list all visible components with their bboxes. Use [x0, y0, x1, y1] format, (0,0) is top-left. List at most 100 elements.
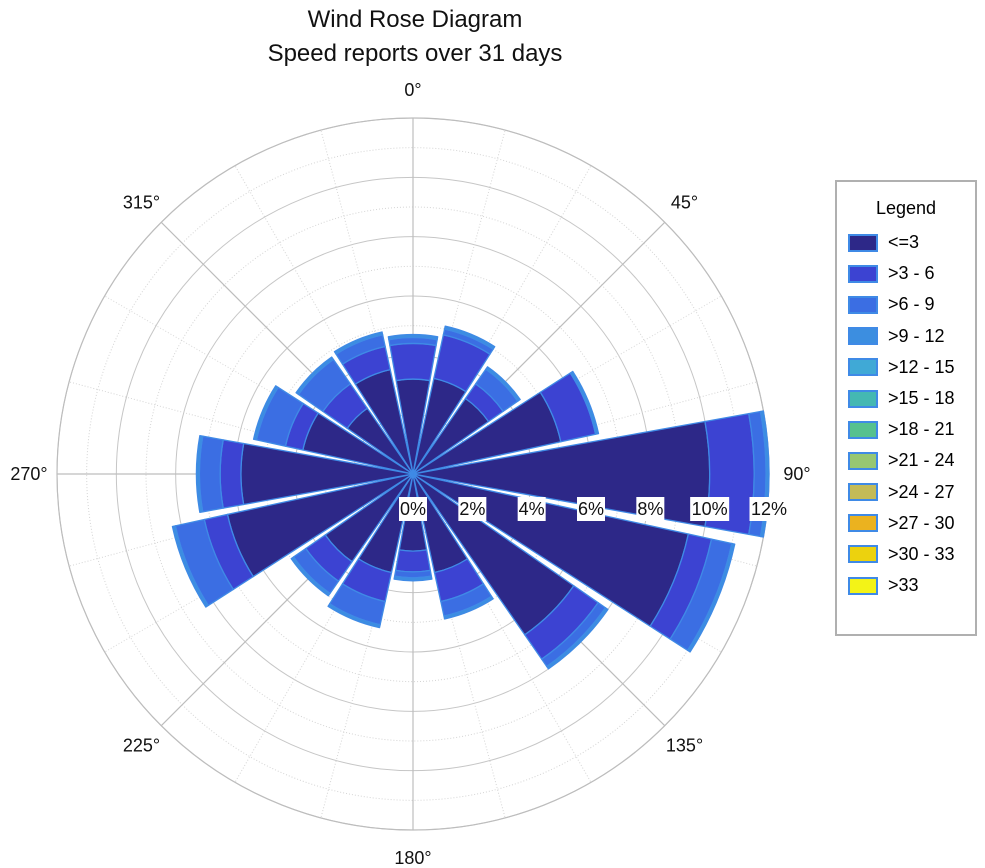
bar-segment-dir-22.5-series-3	[443, 325, 496, 350]
bar-segment-dir-180-series-1	[395, 549, 431, 573]
legend-items: <=3 >3 - 6 >6 - 9 >9 - 12 >12 - 15 >15 - 18 >1…	[837, 227, 975, 601]
legend-swatch	[848, 295, 878, 314]
legend-label: >21 - 24	[888, 450, 955, 471]
legend-item: >12 - 15	[837, 352, 975, 383]
bar-segment-dir-0-series-1	[389, 342, 437, 382]
bar-segment-dir-292.5-series-3	[252, 385, 279, 441]
bar-segment-dir-180-series-3	[393, 575, 433, 582]
legend-label: <=3	[888, 232, 920, 253]
legend-label: >27 - 30	[888, 512, 955, 533]
legend-swatch	[848, 389, 878, 408]
grid-spoke-minor	[412, 165, 592, 475]
angle-tick-label: 45°	[671, 192, 698, 212]
radial-tick-label-bg	[517, 497, 546, 521]
legend-item: >33	[837, 570, 975, 601]
angle-tick-label: 315°	[123, 192, 160, 212]
grid-spoke-minor	[320, 130, 414, 475]
grid-spoke-minor	[104, 295, 414, 475]
radial-tick-label-group: 2%	[458, 497, 487, 521]
legend-label: >6 - 9	[888, 294, 935, 315]
radial-tick-label-group: 6%	[577, 497, 605, 521]
legend-swatch	[848, 264, 878, 283]
legend-label: >12 - 15	[888, 356, 955, 377]
radial-tick-label-group: 4%	[517, 497, 546, 521]
radial-tick-label-bg	[458, 497, 487, 521]
chart-subtitle: Speed reports over 31 days	[267, 40, 563, 67]
grid-spoke-minor	[320, 473, 414, 818]
radial-tick-label: 4%	[519, 499, 545, 519]
bar-segment-dir-247.5-series-3	[171, 525, 209, 608]
grid-spoke-minor	[69, 381, 414, 475]
angle-tick-label: 135°	[666, 736, 703, 756]
grid-spoke-minor	[412, 473, 506, 818]
angle-tick-label: 0°	[404, 80, 421, 100]
legend-swatch	[848, 451, 878, 470]
legend-item: >3 - 6	[837, 258, 975, 289]
radial-tick-label-bg	[577, 497, 605, 521]
radial-tick-label: 2%	[459, 499, 485, 519]
bar-segment-dir-337.5-series-3	[333, 331, 384, 355]
radial-tick-label-bg	[636, 497, 665, 521]
legend-label: >24 - 27	[888, 481, 955, 502]
angle-tick-label: 180°	[394, 848, 431, 868]
legend-swatch	[848, 514, 878, 533]
legend-swatch	[848, 358, 878, 377]
bar-segment-dir-270-series-1	[219, 439, 245, 509]
radial-tick-label-group: 8%	[636, 497, 665, 521]
legend-label: >33	[888, 575, 919, 596]
legend-item: >30 - 33	[837, 539, 975, 570]
axis-labels: 0° 45° 90° 135° 180° 225° 270° 315° 0% 2% 4% 6% 8% 10…	[10, 80, 810, 868]
grid-spoke-minor	[234, 165, 414, 475]
bar-segment-dir-112.5-series-3	[686, 542, 736, 653]
legend-swatch	[848, 420, 878, 439]
bar-segment-dir-0-series-3	[387, 333, 439, 341]
radial-tick-label-group: 10%	[690, 497, 730, 521]
bar-segment-dir-315-series-3	[295, 356, 335, 396]
radial-tick-label: 6%	[578, 499, 604, 519]
legend-label: >3 - 6	[888, 263, 935, 284]
legend-item: >21 - 24	[837, 445, 975, 476]
chart-title: Wind Rose Diagram	[307, 6, 523, 33]
angle-tick-label: 225°	[123, 736, 160, 756]
grid-spoke-minor	[412, 473, 592, 783]
legend-label: >15 - 18	[888, 388, 955, 409]
radial-tick-label: 12%	[751, 499, 787, 519]
radial-tick-label-bg	[399, 497, 427, 521]
radial-tick-label: 0%	[400, 499, 426, 519]
radial-tick-label-bg	[749, 497, 789, 521]
bar-segment-dir-135-series-3	[546, 607, 609, 670]
radial-tick-label-group: 12%	[749, 497, 789, 521]
bar-segment-dir-157.5-series-3	[443, 595, 494, 620]
legend: Legend <=3 >3 - 6 >6 - 9 >9 - 12 >12 - 15 >15…	[835, 180, 977, 636]
legend-item: >24 - 27	[837, 477, 975, 508]
legend-item: >15 - 18	[837, 383, 975, 414]
legend-swatch	[848, 327, 878, 346]
angle-tick-label: 90°	[783, 464, 810, 484]
bar-segment-dir-202.5-series-3	[327, 603, 381, 629]
wind-rose-bars	[171, 325, 770, 670]
angle-tick-label: 270°	[10, 464, 47, 484]
legend-label: >30 - 33	[888, 543, 955, 564]
bar-segment-dir-225-series-3	[290, 556, 331, 597]
legend-swatch	[848, 233, 878, 252]
radial-tick-label-group: 0%	[399, 497, 427, 521]
legend-label: >9 - 12	[888, 325, 945, 346]
bar-segment-dir-45-series-3	[485, 366, 521, 402]
legend-item: <=3	[837, 227, 975, 258]
legend-swatch	[848, 576, 878, 595]
legend-swatch	[848, 483, 878, 502]
bar-segment-dir-270-series-2	[198, 435, 224, 513]
legend-swatch	[848, 545, 878, 564]
bar-segment-dir-270-series-3	[195, 434, 204, 514]
legend-item: >18 - 21	[837, 414, 975, 445]
legend-item: >9 - 12	[837, 321, 975, 352]
legend-item: >27 - 30	[837, 508, 975, 539]
legend-item: >6 - 9	[837, 289, 975, 320]
radial-tick-label-bg	[690, 497, 730, 521]
radial-tick-label: 10%	[692, 499, 728, 519]
grid-spoke-minor	[412, 130, 506, 475]
bar-segment-dir-67.5-series-3	[569, 370, 600, 435]
grid-spoke-minor	[234, 473, 414, 783]
radial-tick-label: 8%	[637, 499, 663, 519]
